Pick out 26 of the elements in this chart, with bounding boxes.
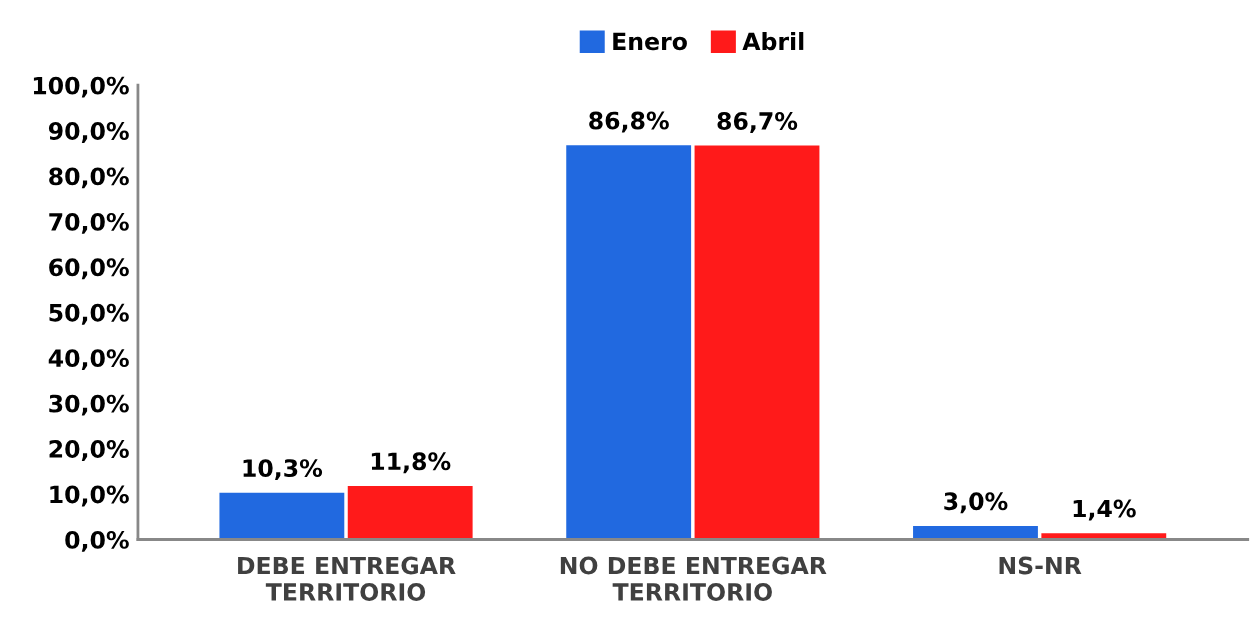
bar [347, 485, 473, 540]
bar [566, 145, 692, 540]
y-tick-label: 10,0% [50, 485, 129, 507]
y-tick-label: 90,0% [48, 122, 129, 143]
bar [694, 145, 820, 540]
data-label: 86,7% [717, 112, 798, 133]
data-label: 11,8% [371, 452, 451, 474]
data-label: 86,8% [589, 111, 669, 133]
y-tick-label: 70,0% [49, 212, 129, 234]
y-tick-label: 100,0% [33, 76, 129, 98]
y-tick-label: 60,0% [49, 258, 129, 280]
y-tick-label: 40,0% [48, 349, 129, 371]
x-tick-label: NO DEBE ENTREGAR TERRITORIO [560, 556, 827, 601]
legend-label: Abril [742, 32, 804, 51]
x-tick-label: DEBE ENTREGAR TERRITORIO [238, 556, 456, 601]
y-tick-label: 20,0% [49, 440, 129, 461]
legend-label: Enero [613, 32, 687, 51]
bar [219, 492, 345, 540]
data-label: 3,0% [944, 492, 1008, 514]
x-tick-label: NS-NR [999, 556, 1082, 575]
y-tick-label: 0,0% [65, 530, 129, 552]
data-label: 1,4% [1073, 499, 1136, 521]
data-label: 10,3% [243, 459, 323, 481]
y-tick-label: 80,0% [49, 167, 129, 189]
y-tick-label: 30,0% [49, 394, 129, 416]
y-tick-label: 50,0% [49, 303, 129, 325]
